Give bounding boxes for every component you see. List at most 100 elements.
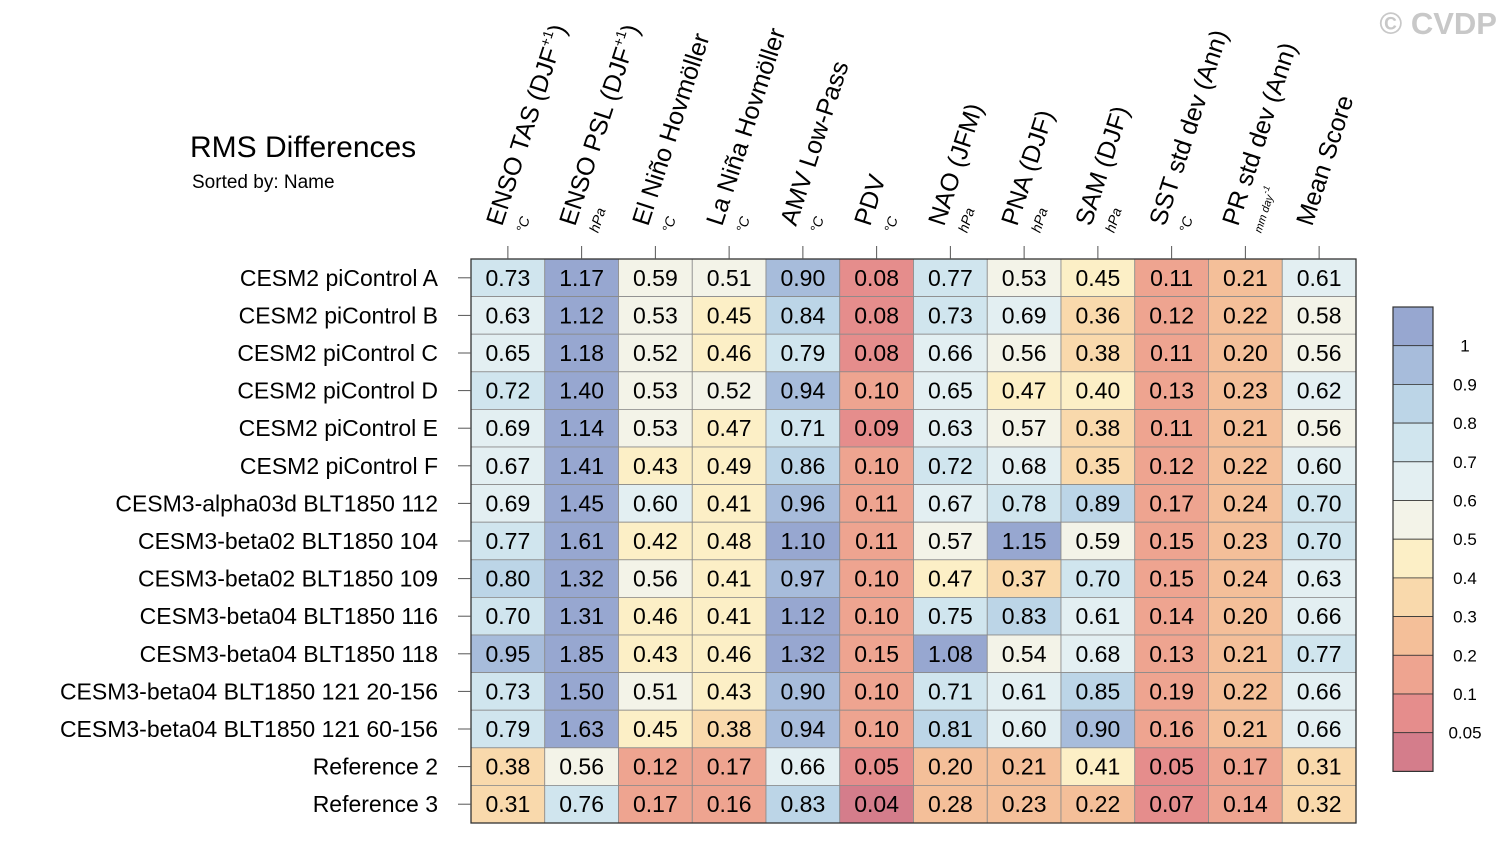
row-label: CESM3-beta04 BLT1850 118 [140, 641, 438, 667]
chart-subtitle: Sorted by: Name [192, 172, 335, 193]
heatmap-cell [1134, 371, 1209, 410]
cell-value-label: 0.42 [633, 528, 678, 554]
heatmap-cell [913, 747, 988, 786]
heatmap-cell [986, 258, 1062, 297]
heatmap-cell [1208, 785, 1283, 824]
colorbar-tick-label: 0.1 [1453, 685, 1477, 704]
cell-value-label: 1.50 [559, 678, 604, 704]
column-label: AMV Low-Pass [775, 58, 854, 229]
cell-value-label: 0.11 [1150, 415, 1193, 441]
colorbar-tick-label: 0.3 [1453, 608, 1477, 627]
colorbar-bin [1392, 616, 1434, 656]
cell-value-label: 0.78 [1002, 490, 1047, 516]
heatmap-cell [839, 408, 914, 448]
cell-value-label: 0.52 [707, 378, 752, 404]
row-label: CESM3-beta04 BLT1850 121 20-156 [60, 678, 438, 704]
heatmap-cell [691, 258, 767, 297]
heatmap-cell [618, 559, 693, 598]
colorbar-tick-label: 0.4 [1453, 569, 1477, 588]
cell-value-label: 0.65 [928, 378, 973, 404]
cell-value-label: 0.47 [928, 566, 973, 592]
cell-value-label: 1.85 [559, 641, 604, 667]
cell-value-label: 0.21 [1223, 641, 1268, 667]
heatmap-cell [765, 521, 841, 561]
colorbar-tick-label: 0.8 [1453, 414, 1477, 433]
heatmap-cell [1134, 709, 1209, 749]
heatmap-cell [691, 333, 767, 373]
heatmap-cell [913, 785, 988, 824]
cell-value-label: 0.11 [855, 528, 898, 554]
heatmap-cell [1134, 672, 1209, 711]
cell-value-label: 0.45 [707, 302, 752, 328]
cell-value-label: 0.47 [1002, 378, 1047, 404]
cell-value-label: 0.80 [485, 566, 530, 592]
cell-value-label: 0.56 [1002, 340, 1047, 366]
cell-value-label: 0.86 [780, 453, 825, 479]
cell-value-label: 0.10 [854, 453, 899, 479]
cell-value-label: 0.17 [1149, 490, 1194, 516]
heatmap-cell [839, 258, 914, 297]
cell-value-label: 0.21 [1223, 415, 1268, 441]
heatmap-cell [470, 371, 546, 410]
heatmap-cell [986, 785, 1062, 824]
colorbar-bin [1392, 422, 1434, 463]
cell-value-label: 0.89 [1075, 490, 1120, 516]
cell-value-label: 0.21 [1223, 716, 1268, 742]
cell-value-label: 0.77 [485, 528, 530, 554]
cell-value-label: 0.71 [928, 678, 973, 704]
heatmap-cell [1134, 597, 1209, 636]
heatmap-cell [1134, 296, 1209, 335]
cell-value-label: 0.61 [1297, 265, 1342, 291]
heatmap-cell [765, 333, 841, 373]
heatmap-cell [1208, 521, 1283, 561]
cell-value-label: 1.08 [928, 641, 973, 667]
column-unit-label: hPa [586, 206, 609, 235]
cell-value-label: 0.53 [1002, 265, 1047, 291]
heatmap-cell [544, 258, 619, 297]
cell-value-label: 0.21 [1002, 754, 1047, 780]
cell-value-label: 0.17 [707, 754, 752, 780]
cell-value-label: 0.13 [1149, 641, 1194, 667]
cell-value-label: 0.71 [780, 415, 825, 441]
cell-value-label: 0.46 [707, 340, 752, 366]
heatmap-cell [1134, 446, 1209, 485]
heatmap-cell [1134, 521, 1209, 561]
cell-value-label: 0.51 [633, 678, 678, 704]
cell-value-label: 0.56 [633, 566, 678, 592]
cell-value-label: 1.40 [559, 378, 604, 404]
column-unit-label: °C [881, 214, 901, 235]
heatmap-cell [691, 371, 767, 410]
column-unit-label: °C [1176, 214, 1196, 235]
cell-value-label: 0.11 [855, 490, 898, 516]
heatmap-cell [1281, 484, 1357, 523]
heatmap-cell [1060, 559, 1136, 598]
colorbar-tick-label: 0.05 [1448, 724, 1481, 743]
cell-value-label: 0.70 [1297, 528, 1342, 554]
heatmap-cell [618, 672, 693, 711]
cell-value-label: 0.59 [633, 265, 678, 291]
heatmap-cell [913, 597, 988, 636]
colorbar-frame [1392, 306, 1434, 772]
cell-value-label: 1.63 [559, 716, 604, 742]
cell-value-label: 0.05 [854, 754, 899, 780]
heatmap-cell [1281, 371, 1357, 410]
column-label: ENSO PSL (DJF+1) [552, 20, 645, 229]
heatmap-cell [913, 296, 988, 335]
colorbar-bin [1392, 732, 1434, 772]
heatmap-cell [839, 484, 914, 523]
heatmap-cell [618, 709, 693, 749]
cell-value-label: 0.48 [707, 528, 752, 554]
column-unit-label: hPa [1028, 206, 1051, 235]
cell-value-label: 0.66 [1297, 603, 1342, 629]
heatmap-cell [839, 672, 914, 711]
cell-value-label: 0.85 [1075, 678, 1120, 704]
column-label: Mean Score [1291, 92, 1359, 229]
cell-value-label: 0.07 [1149, 791, 1194, 817]
heatmap-cell [913, 333, 988, 373]
column-unit-label: hPa [955, 206, 978, 235]
cell-value-label: 0.76 [559, 791, 604, 817]
heatmap-cell [470, 484, 546, 523]
heatmap-cell [1208, 559, 1283, 598]
cell-value-label: 0.20 [1223, 340, 1268, 366]
cell-value-label: 0.52 [633, 340, 678, 366]
